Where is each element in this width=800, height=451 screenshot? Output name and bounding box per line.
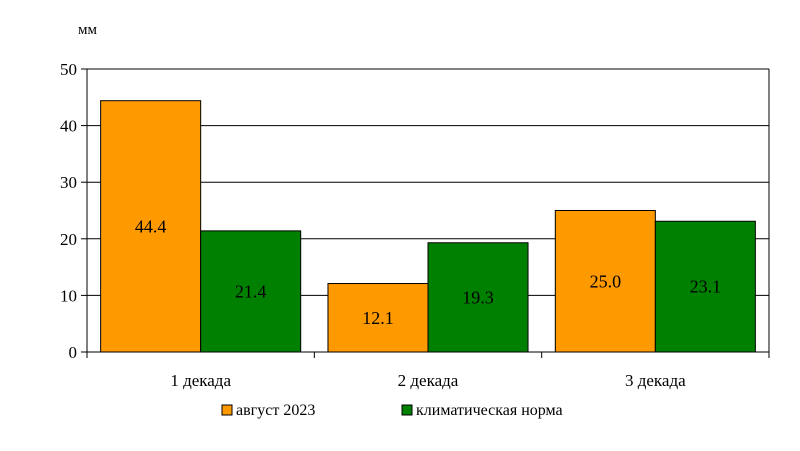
data-label: 23.1 [690, 277, 722, 297]
bars [100, 100, 756, 353]
bar [654, 220, 756, 353]
legend-swatch [221, 404, 233, 416]
y-tick-label: 10 [60, 286, 77, 305]
axes [81, 68, 770, 358]
data-label: 21.4 [235, 281, 267, 301]
legend-label: август 2023 [236, 402, 315, 419]
bar [427, 242, 529, 353]
bar [554, 210, 656, 353]
data-labels: 44.4 21.4 12.1 19.3 25.0 23.1 [135, 216, 721, 327]
y-tick-label: 30 [60, 173, 77, 192]
x-tick-label: 1 декада [170, 371, 231, 390]
bar [100, 100, 202, 353]
x-tick-label: 2 декада [398, 371, 459, 390]
x-tick-labels: 1 декада 2 декада 3 декада [170, 371, 686, 390]
legend: август 2023 климатическая норма [221, 402, 563, 419]
legend-swatch [401, 404, 413, 416]
data-label: 25.0 [590, 271, 622, 291]
legend-label: климатическая норма [416, 402, 563, 419]
data-label: 12.1 [362, 308, 394, 328]
data-label: 19.3 [462, 287, 494, 307]
y-tick-label: 40 [60, 117, 77, 136]
y-tick-label: 20 [60, 230, 77, 249]
x-tick-label: 3 декада [625, 371, 686, 390]
bar [327, 283, 429, 353]
y-tick-label: 0 [69, 343, 78, 362]
y-tick-labels: 0 10 20 30 40 50 [60, 60, 77, 362]
y-tick-label: 50 [60, 60, 77, 79]
data-label: 44.4 [135, 216, 167, 236]
y-axis-unit-label: мм [78, 22, 97, 38]
